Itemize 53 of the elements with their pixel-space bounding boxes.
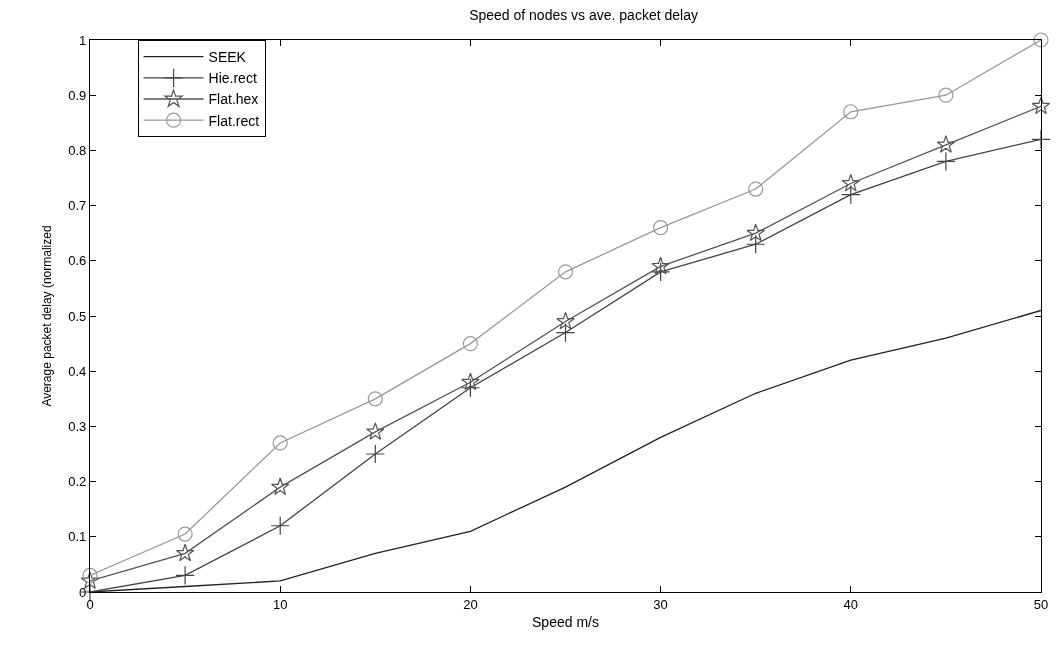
legend-label: Hie.rect (208, 70, 257, 87)
point (556, 311, 575, 330)
x-axis-title: Speed m/s (532, 614, 599, 630)
point (936, 135, 956, 153)
x-tick-label: 30 (653, 596, 668, 612)
point (938, 87, 954, 103)
x-tick-label: 40 (843, 596, 859, 612)
y-tick-label: 1 (79, 32, 87, 48)
point (1031, 96, 1051, 115)
point (460, 378, 481, 398)
point (82, 567, 98, 584)
point (650, 262, 671, 282)
point (557, 264, 574, 280)
y-tick-label: 0.9 (68, 87, 87, 103)
y-tick-label: 0.5 (68, 308, 87, 324)
point (1031, 129, 1051, 150)
point (841, 173, 861, 192)
point (270, 477, 290, 496)
point (177, 526, 193, 542)
y-tick-label: 0.3 (68, 418, 87, 434)
y-tick-label: 0.1 (68, 529, 87, 545)
y-tick-label: 0.2 (68, 474, 87, 490)
legend-label: Flat.hex (208, 91, 259, 108)
legend-label: SEEK (208, 49, 247, 66)
point (651, 256, 670, 275)
point (270, 516, 290, 536)
legend-label: Flat.rect (208, 112, 260, 129)
point (653, 220, 669, 236)
point (936, 151, 956, 172)
point (175, 543, 195, 562)
point (366, 422, 385, 440)
point (175, 565, 195, 586)
y-tick-label: 0.4 (68, 363, 87, 379)
y-axis-title: Average packet delay (normalized (39, 225, 54, 407)
point (461, 372, 480, 391)
y-tick-label: 0.7 (68, 198, 87, 214)
point (843, 104, 859, 120)
chart-title: Speed of nodes vs ave. packet delay (469, 6, 698, 23)
y-tick-label: 0.8 (68, 142, 87, 158)
point (462, 336, 478, 352)
point (746, 223, 765, 242)
point (746, 234, 766, 254)
x-tick-label: 10 (272, 596, 288, 612)
point (365, 444, 385, 464)
y-tick-label: 0 (79, 584, 87, 600)
point (367, 391, 383, 407)
point (748, 181, 764, 197)
x-tick-label: 20 (463, 596, 478, 612)
point (80, 571, 100, 589)
point (272, 435, 288, 451)
y-tick-label: 0.6 (68, 253, 87, 269)
point (1033, 32, 1049, 48)
x-tick-label: 50 (1033, 596, 1049, 612)
